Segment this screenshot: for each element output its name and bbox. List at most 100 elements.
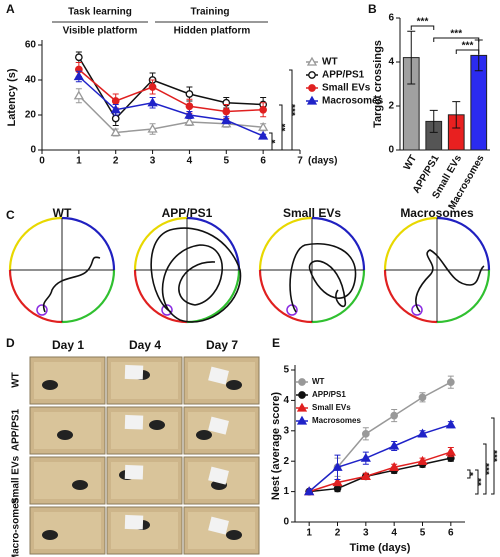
significance: *** xyxy=(485,463,496,475)
significance: ** xyxy=(477,478,488,486)
bracket xyxy=(475,469,479,495)
swim-path xyxy=(42,256,101,313)
nest-material xyxy=(208,516,229,535)
x-tick-label: 2 xyxy=(113,156,119,167)
bracket xyxy=(410,25,435,30)
series-line xyxy=(78,95,264,134)
nest-material xyxy=(208,366,229,385)
y-tick-label: 20 xyxy=(25,110,37,121)
y-tick-label: 2 xyxy=(388,101,394,112)
marker xyxy=(222,107,231,116)
marker xyxy=(360,452,371,462)
marker xyxy=(298,378,306,386)
pool-quadrant xyxy=(436,269,491,324)
platform xyxy=(161,304,173,316)
marker xyxy=(332,477,343,487)
marker xyxy=(390,411,399,420)
marker xyxy=(185,90,194,98)
significance: *** xyxy=(450,29,462,40)
y-tick-label: 2 xyxy=(283,456,289,467)
y-tick-label: 0 xyxy=(388,145,394,156)
significance: *** xyxy=(417,17,429,28)
marker xyxy=(185,102,194,111)
x-axis-label: Time (days) xyxy=(350,542,411,554)
nest-material xyxy=(208,416,229,435)
legend-label: APP/PS1 xyxy=(322,70,365,81)
photo-floor xyxy=(34,512,101,549)
legend-label: Macrosomes xyxy=(322,96,384,107)
x-tick-label: 0 xyxy=(39,156,45,167)
nest-material xyxy=(208,466,229,485)
marker xyxy=(258,130,269,140)
y-tick-label: 4 xyxy=(388,57,394,68)
series-line xyxy=(78,68,264,113)
legend-label: Small EVs xyxy=(322,83,371,94)
annotation: Training xyxy=(191,7,230,18)
marker xyxy=(147,97,158,107)
photo-floor xyxy=(111,362,178,399)
marker xyxy=(184,109,195,119)
row-label: WT xyxy=(11,372,22,388)
significance: * xyxy=(469,472,480,476)
panel-label: E xyxy=(272,336,280,350)
swim-path xyxy=(415,249,485,313)
marker xyxy=(221,114,232,124)
x-tick-label: 5 xyxy=(420,528,426,539)
pool-quadrant xyxy=(258,269,313,324)
mouse xyxy=(196,430,212,440)
pool-quadrant xyxy=(383,216,438,271)
legend-label: WT xyxy=(322,57,338,68)
marker xyxy=(73,71,84,81)
nest-material xyxy=(124,364,144,380)
panel-label: A xyxy=(6,2,15,16)
marker xyxy=(111,97,120,105)
legend-label: Macrosomes xyxy=(312,416,361,425)
marker xyxy=(110,104,121,114)
marker xyxy=(148,83,157,91)
marker xyxy=(298,391,306,399)
x-tick-label: 1 xyxy=(306,528,312,539)
mouse xyxy=(226,530,242,540)
marker xyxy=(417,428,428,438)
marker xyxy=(184,116,195,126)
significance: ** xyxy=(281,124,292,132)
photo-floor xyxy=(111,512,178,549)
pool-quadrant xyxy=(133,216,188,271)
series-line xyxy=(78,56,264,120)
x-tick-label: 6 xyxy=(448,528,454,539)
y-axis-label: Latency (s) xyxy=(6,68,18,126)
photo-floor xyxy=(34,462,101,499)
panel-label: D xyxy=(6,336,15,350)
marker xyxy=(75,53,83,62)
annotation: Visible platform xyxy=(63,26,138,37)
mouse xyxy=(42,380,58,390)
bracket xyxy=(483,443,487,495)
panel-label: B xyxy=(368,2,377,16)
photo-floor xyxy=(34,362,101,399)
x-tick-label: 3 xyxy=(363,528,369,539)
error-bar xyxy=(407,30,416,85)
marker xyxy=(110,127,121,137)
mouse xyxy=(149,420,165,430)
platform xyxy=(36,304,48,316)
marker xyxy=(417,455,428,465)
x-tick-label: 7 xyxy=(297,156,303,167)
annotation: Hidden platform xyxy=(174,26,251,37)
marker xyxy=(445,446,456,456)
annotation: Task learning xyxy=(68,7,132,18)
x-tick-label: 4 xyxy=(187,156,193,167)
marker xyxy=(308,84,316,92)
marker xyxy=(111,114,120,123)
x-tick-label: 2 xyxy=(335,528,341,539)
x-tick-label: 4 xyxy=(391,528,397,539)
pool-quadrant xyxy=(436,216,491,271)
marker xyxy=(296,415,308,425)
mouse xyxy=(226,380,242,390)
marker xyxy=(308,71,316,79)
marker xyxy=(147,123,158,133)
error-bar xyxy=(452,101,461,129)
marker xyxy=(304,486,315,496)
marker xyxy=(306,56,318,66)
marker xyxy=(73,90,84,100)
